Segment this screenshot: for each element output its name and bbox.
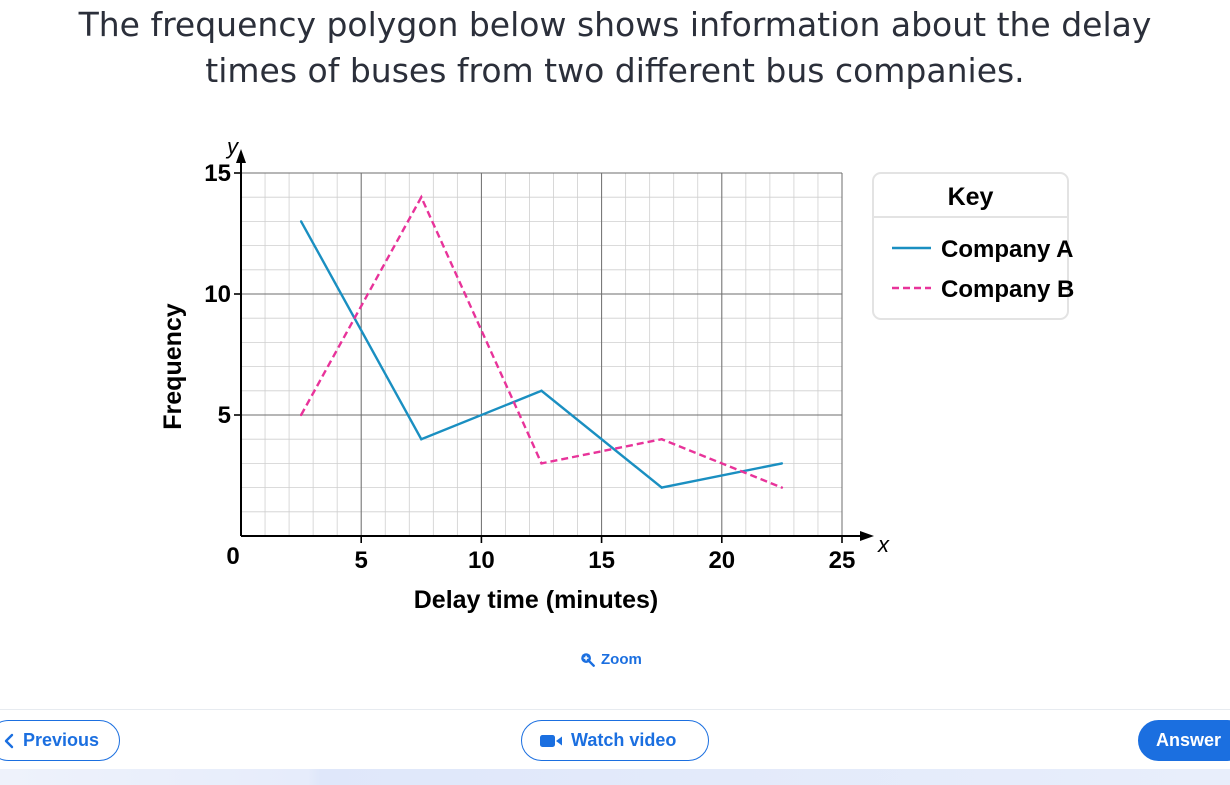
frequency-polygon-chart: x y 5 10 15 20 25 5 10 15 0 Delay time (minutes) Fr… (150, 130, 1090, 620)
question-line-2: times of buses from two different bus co… (205, 51, 1025, 90)
chevron-left-icon (4, 733, 14, 748)
x-axis-arrow (860, 531, 874, 541)
data-point (299, 413, 303, 417)
question-text: The frequency polygon below shows inform… (0, 2, 1230, 94)
y-axis-symbol: y (225, 134, 240, 159)
question-line-1: The frequency polygon below shows inform… (78, 5, 1152, 44)
y-tick-label: 5 (218, 402, 231, 429)
video-camera-icon (540, 734, 562, 747)
x-tick-label: 5 (355, 547, 368, 574)
x-tick-label: 20 (708, 547, 735, 574)
data-point (780, 462, 784, 465)
data-point (420, 438, 423, 441)
y-tick-label: 10 (204, 281, 231, 308)
zoom-button[interactable]: Zoom (580, 647, 642, 671)
legend-entry: Company B (941, 276, 1074, 303)
footer-band (0, 769, 1230, 785)
y-tick-label: 15 (204, 160, 231, 187)
zoom-in-icon (581, 652, 595, 667)
x-tick-label: 15 (588, 547, 615, 574)
y-axis-label: Frequency (159, 303, 187, 430)
divider (0, 709, 1230, 710)
data-point (540, 462, 543, 465)
previous-button[interactable]: Previous (0, 720, 120, 761)
origin-label: 0 (226, 543, 239, 570)
zoom-label: Zoom (601, 650, 642, 668)
series-company-a-line (300, 220, 783, 489)
legend-box (872, 172, 1069, 320)
legend-entry: Company A (941, 236, 1073, 263)
data-point (780, 486, 784, 489)
watch-video-button[interactable]: Watch video (521, 720, 709, 761)
data-point (420, 196, 423, 199)
answer-button[interactable]: Answer (1138, 720, 1230, 761)
answer-label: Answer (1156, 730, 1222, 750)
data-point (540, 389, 543, 392)
watch-video-label: Watch video (571, 730, 677, 750)
data-point (299, 220, 303, 223)
x-axis-symbol: x (877, 532, 890, 557)
data-point (660, 438, 663, 441)
x-tick-label: 10 (468, 547, 495, 574)
y-axis-arrow (236, 149, 246, 163)
data-point (660, 486, 663, 489)
x-axis-label: Delay time (minutes) (414, 586, 659, 614)
x-tick-label: 25 (829, 547, 856, 574)
legend-title: Key (948, 183, 994, 211)
previous-label: Previous (23, 730, 100, 750)
